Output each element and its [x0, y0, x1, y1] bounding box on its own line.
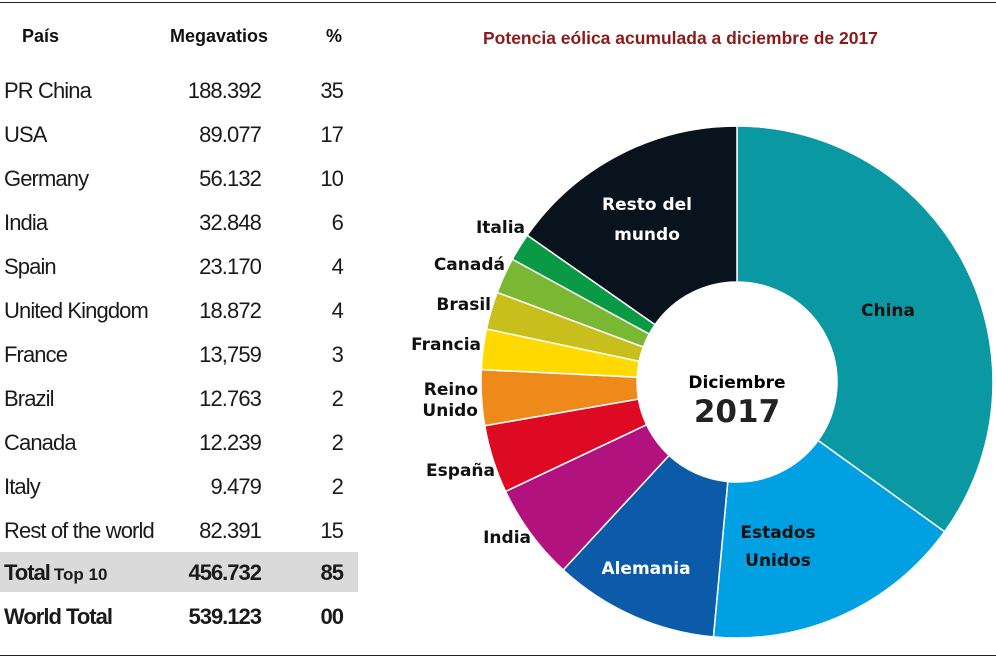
slice-label: España: [426, 461, 495, 481]
country-cell: PR China: [4, 78, 92, 103]
country-cell: Germany: [4, 166, 89, 191]
header-percent: %: [326, 26, 343, 46]
country-cell: Rest of the world: [4, 518, 155, 543]
slice-label-line: Canadá: [434, 255, 505, 275]
megawatts-cell: 12.239: [199, 430, 262, 455]
slice-label-line: Unido: [422, 401, 478, 421]
country-cell: Spain: [4, 254, 57, 279]
slice-label-line: mundo: [614, 225, 680, 245]
table-row: India 32.848 6: [0, 202, 358, 242]
slice-label-line: Alemania: [601, 559, 690, 579]
slice-label-line: Reino: [424, 380, 478, 400]
slice-label: Resto del mundo: [602, 195, 692, 245]
megawatts-cell: 18.872: [199, 298, 262, 323]
slice-label-line: Estados: [740, 523, 815, 543]
megawatts-cell: 13,759: [199, 342, 262, 367]
table-row: Italy 9.479 2: [0, 466, 358, 506]
table-row: France 13,759 3: [0, 334, 358, 374]
slice-label-line: Francia: [411, 335, 481, 355]
top10-label: Top 10: [53, 565, 108, 584]
table-row: PR China 188.392 35: [0, 70, 358, 110]
percent-cell: 17: [320, 122, 344, 147]
slice-label: India: [483, 528, 531, 548]
table-row: United Kingdom 18.872 4: [0, 290, 358, 330]
world-total-pct: 00: [320, 604, 345, 629]
table-row: Germany 56.132 10: [0, 158, 358, 198]
megawatts-cell: 9.479: [210, 474, 261, 499]
percent-cell: 15: [320, 518, 344, 543]
country-cell: France: [4, 342, 68, 367]
megawatts-cell: 89.077: [199, 122, 262, 147]
percent-cell: 35: [320, 78, 344, 103]
slice-label-line: Unidos: [745, 551, 811, 571]
megawatts-cell: 82.391: [199, 518, 262, 543]
top-rule: [0, 2, 996, 3]
donut-hole: [637, 282, 837, 482]
country-cell: United Kingdom: [4, 298, 149, 323]
table-row: Brazil 12.763 2: [0, 378, 358, 418]
percent-cell: 6: [331, 210, 344, 235]
table-row: Spain 23.170 4: [0, 246, 358, 286]
percent-cell: 2: [331, 474, 344, 499]
percent-cell: 10: [320, 166, 344, 191]
slice-label-line: India: [483, 528, 531, 548]
total-top10-pct: 85: [320, 560, 345, 585]
table-row: USA 89.077 17: [0, 114, 358, 154]
total-top10-row: Total Top 10 456.732 85: [0, 552, 358, 592]
chart-title: Potencia eólica acumulada a diciembre de…: [483, 28, 878, 48]
slice-label-line: Italia: [476, 218, 525, 238]
percent-cell: 4: [331, 298, 344, 323]
percent-cell: 2: [331, 430, 344, 455]
table-row: Rest of the world 82.391 15: [0, 510, 358, 550]
slice-label: Brasil: [436, 295, 491, 315]
center-label-year: 2017: [694, 394, 780, 430]
world-total-row: World Total 539.123 00: [0, 596, 358, 636]
slice-label: Canadá: [434, 255, 505, 275]
slice-label-line: España: [426, 461, 495, 481]
header-country: País: [22, 26, 60, 46]
megawatts-cell: 23.170: [199, 254, 262, 279]
world-total-label: World Total: [4, 604, 113, 629]
center-label-month: Diciembre: [688, 373, 785, 393]
slice-label: Alemania: [601, 559, 690, 579]
percent-cell: 4: [331, 254, 344, 279]
slice-label: Italia: [476, 218, 525, 238]
slice-label: China: [861, 301, 915, 321]
megawatts-cell: 32.848: [199, 210, 262, 235]
country-cell: Canada: [4, 430, 77, 455]
bottom-rule: [0, 655, 996, 656]
world-total-mw: 539.123: [188, 604, 262, 629]
megawatts-cell: 12.763: [199, 386, 262, 411]
megawatts-cell: 188.392: [187, 78, 262, 103]
country-cell: USA: [4, 122, 47, 147]
slice-label: Reino Unido: [422, 380, 478, 421]
slice-label-line: Brasil: [436, 295, 491, 315]
country-cell: Italy: [4, 474, 41, 499]
percent-cell: 3: [331, 342, 344, 367]
slice-label: Estados Unidos: [740, 523, 815, 571]
header-megawatts: Megavatios: [170, 26, 269, 46]
megawatts-cell: 56.132: [199, 166, 262, 191]
slice-label-line: China: [861, 301, 915, 321]
slice-label: Francia: [411, 335, 481, 355]
total-top10-mw: 456.732: [188, 560, 262, 585]
country-cell: Brazil: [4, 386, 55, 411]
percent-cell: 2: [331, 386, 344, 411]
country-cell: India: [4, 210, 48, 235]
total-label: Total: [4, 560, 51, 585]
slice-label-line: Resto del: [602, 195, 692, 215]
table-row: Canada 12.239 2: [0, 422, 358, 462]
